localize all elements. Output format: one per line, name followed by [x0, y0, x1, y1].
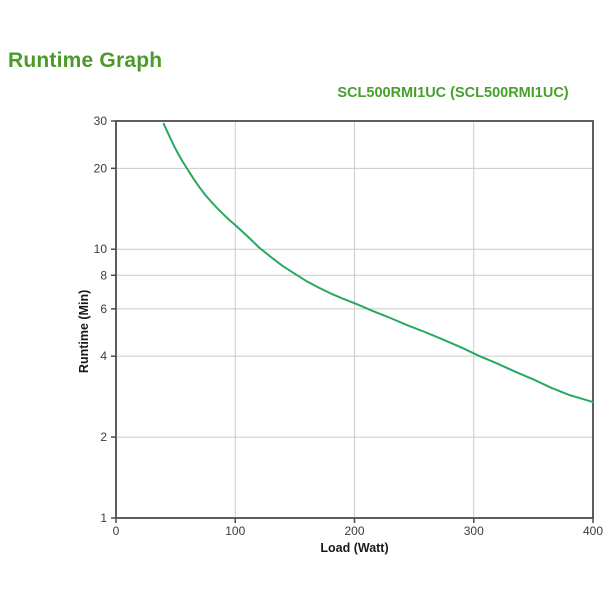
- y-tick-label: 2: [100, 430, 107, 444]
- y-axis-title: Runtime (Min): [77, 290, 91, 373]
- x-tick-label: 200: [344, 524, 364, 538]
- y-tick-label: 8: [100, 268, 107, 282]
- y-tick-label: 30: [94, 114, 108, 128]
- x-tick-label: 100: [225, 524, 245, 538]
- chart-title: SCL500RMI1UC (SCL500RMI1UC): [337, 85, 569, 101]
- x-tick-label: 0: [113, 524, 120, 538]
- y-tick-label: 20: [94, 161, 108, 175]
- y-tick-label: 4: [100, 349, 107, 363]
- runtime-curve: [162, 122, 594, 404]
- x-tick-label: 300: [464, 524, 484, 538]
- y-tick-label: 1: [100, 511, 107, 525]
- y-tick-label: 10: [94, 242, 108, 256]
- x-tick-label: 400: [583, 524, 603, 538]
- y-tick-label: 6: [100, 302, 107, 316]
- page-title: Runtime Graph: [8, 49, 163, 72]
- x-axis-title: Load (Watt): [320, 541, 388, 555]
